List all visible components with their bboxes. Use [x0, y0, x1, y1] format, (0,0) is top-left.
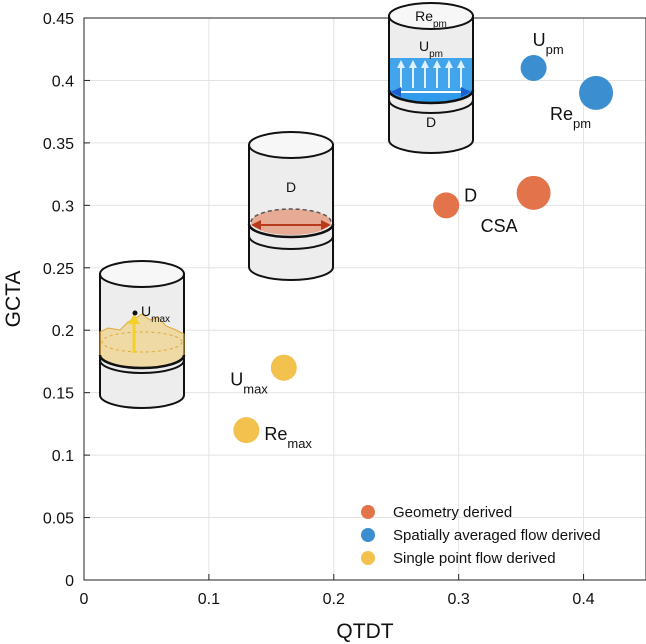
y-tick-label: 0.35	[43, 136, 74, 153]
x-tick-label: 0.1	[198, 591, 220, 608]
data-point-single-1	[233, 417, 260, 444]
y-tick-label: 0.05	[43, 511, 74, 528]
geometry-label: D	[286, 179, 296, 195]
spatial-bottom-label: D	[426, 114, 436, 130]
point-label-2-1-sub: max	[287, 436, 312, 451]
single-point-label-main: U	[141, 303, 151, 319]
single-point-cylinder-body	[99, 273, 185, 409]
y-tick-label: 0.25	[43, 261, 74, 278]
point-label-2-0-sub: max	[243, 381, 268, 396]
spatial-top-label: Repm	[415, 8, 447, 30]
y-tick-label: 0.3	[52, 198, 74, 215]
spatial-flow-arrow-head	[433, 60, 441, 68]
single-point-arrow-head	[128, 314, 140, 324]
point-label-2-0: Umax	[230, 370, 268, 397]
x-tick-label: 0	[80, 591, 89, 608]
single-point-gap-ring	[99, 359, 185, 374]
single-point-label-sub: max	[151, 314, 170, 325]
legend-label: Spatially averaged flow derived	[393, 527, 601, 544]
point-label-1-1: Repm	[550, 104, 591, 131]
x-tick-label: 0.4	[572, 591, 594, 608]
data-point-geometry-1	[516, 175, 551, 210]
geometry-cylinder-top	[248, 131, 334, 159]
x-tick-label: 0.3	[448, 591, 470, 608]
single-point-label: Umax	[141, 303, 170, 325]
geometry-cut-front	[247, 223, 335, 239]
single-point-dashed-ring	[101, 331, 183, 353]
spatial-top-label-main: Re	[415, 8, 433, 24]
legend-swatch	[361, 551, 375, 565]
y-tick-label: 0.1	[52, 448, 74, 465]
spatial-arrow-right	[461, 87, 471, 97]
spatial-arrow-left	[391, 87, 401, 97]
point-label-2-0-main: U	[230, 370, 243, 390]
point-label-2-1-main: Re	[264, 424, 287, 444]
spatial-mid-label-sub: pm	[429, 49, 443, 60]
geometry-gap-ring	[248, 235, 334, 250]
data-point-geometry-0	[433, 192, 460, 219]
data-point-single-0	[270, 354, 297, 381]
spatial-top-label-sub: pm	[433, 19, 447, 30]
spatial-flow-arrow-head	[457, 60, 465, 68]
x-axis-title: QTDT	[336, 620, 393, 643]
geometry-cylinder: D	[247, 131, 335, 281]
legend: Geometry derived Spatially averaged flow …	[361, 504, 601, 567]
spatial-cut-front	[387, 89, 475, 105]
legend-label: Geometry derived	[393, 504, 512, 521]
spatial-slab-front	[390, 90, 472, 103]
legend-swatch	[361, 505, 375, 519]
spatial-gap-ring	[388, 99, 474, 114]
data-point-spatially-0	[520, 54, 547, 81]
spatial-flow-arrow-head	[397, 60, 405, 68]
geometry-cross-section	[251, 209, 331, 235]
point-label-1-0-sub: pm	[546, 41, 564, 56]
single-point-dot	[132, 310, 138, 316]
y-tick-label: 0.4	[52, 73, 74, 90]
spatial-flow-arrow-head	[409, 60, 417, 68]
data-point-spatially-1	[579, 75, 614, 110]
data-points	[233, 54, 614, 444]
point-label-1-0-main: U	[533, 30, 546, 50]
single-point-cut-front	[98, 354, 186, 370]
point-label-1-0: Upm	[533, 30, 564, 57]
x-tick-label: 0.2	[323, 591, 345, 608]
point-label-0-0-main: D	[464, 185, 477, 205]
point-label-0-1: CSA	[481, 216, 518, 236]
spatial-cylinder-top	[388, 2, 474, 30]
spatial-flow-arrow-head	[421, 60, 429, 68]
y-tick-label: 0.45	[43, 11, 74, 28]
y-tick-label: 0	[65, 573, 74, 590]
spatial-flow-slab	[390, 58, 472, 90]
spatial-mid-label-main: U	[419, 38, 429, 54]
point-label-2-1: Remax	[264, 424, 312, 451]
point-label-0-1-main: CSA	[481, 216, 518, 236]
point-label-0-0: D	[464, 185, 477, 205]
plot-frame	[83, 17, 646, 581]
axis-ticks: 0 0.1 0.2 0.3 0.4 0 0.05 0.1 0.15 0.2 0.25 0.3 0.35 0…	[43, 11, 595, 608]
spatial-flow-arrow-head	[445, 60, 453, 68]
geometry-arrow-left	[251, 220, 261, 230]
geometry-dashed-back	[250, 208, 332, 223]
legend-label: Single point flow derived	[393, 550, 556, 567]
single-point-cylinder-top	[99, 260, 185, 288]
legend-swatch	[361, 528, 375, 542]
point-label-1-1-sub: pm	[573, 115, 591, 130]
point-label-1-1-main: Re	[550, 104, 573, 124]
geometry-arrow-right	[321, 220, 331, 230]
spatial-mid-label: Upm	[419, 38, 443, 60]
y-tick-label: 0.15	[43, 386, 74, 403]
single-point-cylinder: Umax	[98, 260, 186, 409]
y-axis-title: GCTA	[2, 271, 25, 328]
y-tick-label: 0.2	[52, 323, 74, 340]
